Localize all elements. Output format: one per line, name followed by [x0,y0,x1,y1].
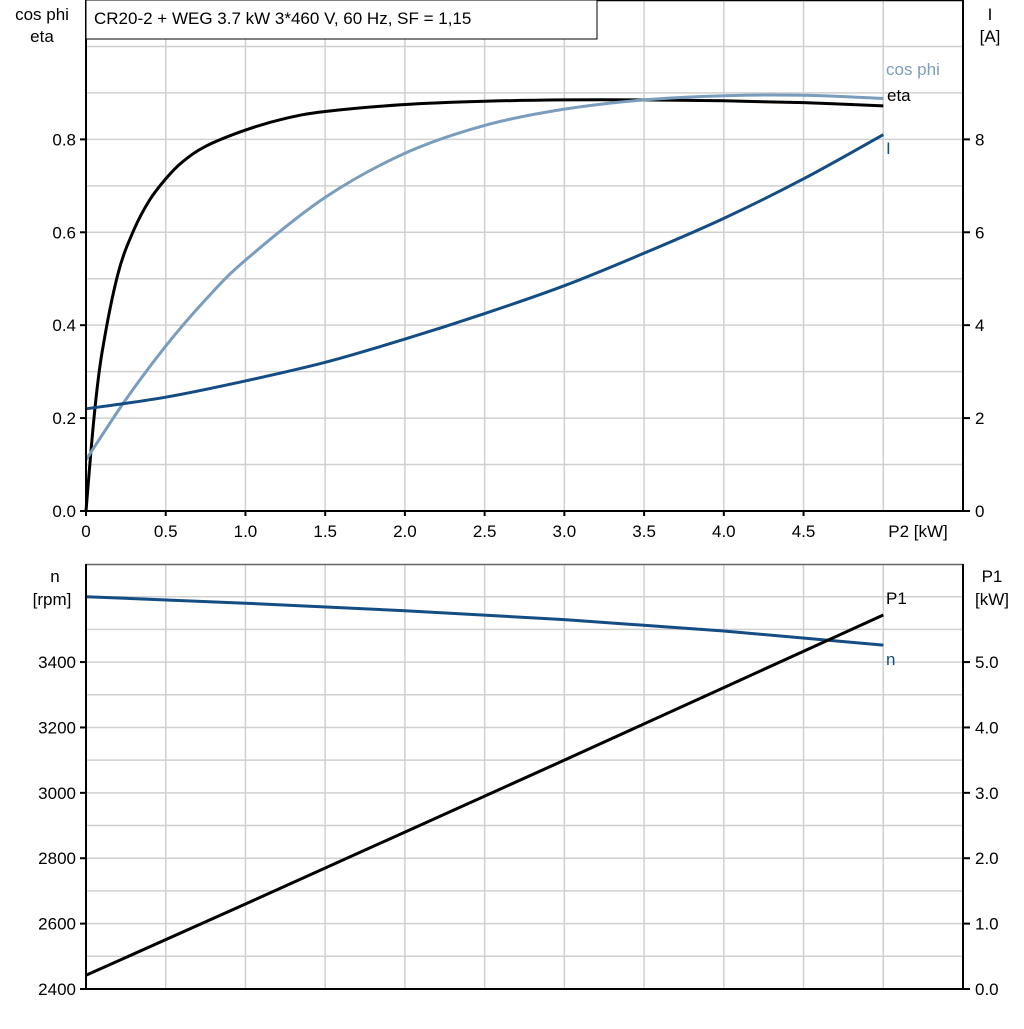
left-tick-label: 2800 [38,849,76,868]
left-tick-label: 0.8 [52,130,76,149]
left-tick-label: 3000 [38,784,76,803]
x-tick-label: 1.5 [313,522,337,541]
axes [80,0,970,990]
curve-label-I: I [886,139,891,158]
top-left-axis-label-1: cos phi [15,5,69,24]
left-tick-label: 3400 [38,653,76,672]
x-tick-label: 3.0 [553,522,577,541]
x-tick-label: 3.5 [632,522,656,541]
tick-labels: 0.0 0.2 0.4 0.6 0.8 0 2 4 6 8 0 0.5 1.0 1.5 2.0 2.5 3.0 3… [38,130,998,999]
left-tick-label: 2600 [38,915,76,934]
right-tick-label: 6 [975,223,984,242]
x-tick-label: 2.0 [393,522,417,541]
left-tick-label: 0.6 [52,223,76,242]
right-tick-label: 5.0 [975,653,999,672]
x-axis-label: P2 [kW] [888,522,948,541]
bottom-grid [86,564,963,989]
right-tick-label: 8 [975,130,984,149]
top-right-axis-label-2: [A] [980,27,1001,46]
curve-label-n: n [886,650,895,669]
right-tick-label: 3.0 [975,784,999,803]
top-grid [86,0,963,511]
right-tick-label: 2.0 [975,849,999,868]
x-tick-label: 1.0 [234,522,258,541]
x-tick-label: 0 [81,522,90,541]
right-tick-label: 2 [975,409,984,428]
title-box [85,0,598,40]
top-right-axis-label-1: I [988,5,993,24]
bottom-right-axis-label-2: [kW] [975,590,1009,609]
bottom-right-axis-label-1: P1 [982,567,1003,586]
x-tick-label: 2.5 [473,522,497,541]
curve-P1 [85,613,884,977]
right-tick-label: 4 [975,316,984,335]
bottom-left-axis-label-1: n [50,567,59,586]
x-tick-label: 4.5 [792,522,816,541]
curve-cos-phi [84,93,884,461]
curve-n [85,595,884,647]
curve-label-eta: eta [887,86,911,105]
x-tick-label: 0.5 [154,522,178,541]
curve-label-cos-phi: cos phi [886,60,940,79]
right-tick-label: 1.0 [975,915,999,934]
curves [84,93,884,977]
left-tick-label: 0.4 [52,316,76,335]
chart-title: CR20-2 + WEG 3.7 kW 3*460 V, 60 Hz, SF =… [94,9,471,28]
left-tick-label: 3200 [38,718,76,737]
x-tick-label: 4.0 [712,522,736,541]
left-tick-label: 2400 [38,980,76,999]
left-tick-label: 0.2 [52,409,76,428]
right-tick-label: 4.0 [975,718,999,737]
bottom-left-axis-label-2: [rpm] [33,590,72,609]
right-tick-label: 0.0 [975,980,999,999]
right-tick-label: 0 [975,502,984,521]
curve-I [85,133,884,411]
top-left-axis-label-2: eta [30,27,54,46]
left-tick-label: 0.0 [52,502,76,521]
curve-label-P1: P1 [886,589,907,608]
